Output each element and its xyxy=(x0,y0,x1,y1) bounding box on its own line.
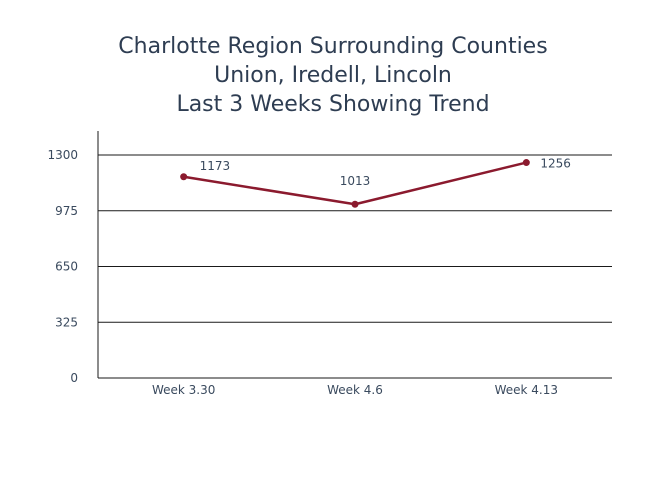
data-point xyxy=(180,173,188,181)
series-1 xyxy=(180,159,530,208)
data-labels: 1173 1013 1256 xyxy=(200,157,571,189)
data-label: 1173 xyxy=(200,159,231,173)
data-label: 1013 xyxy=(340,174,371,188)
y-tick-label: 0 xyxy=(70,371,78,385)
y-tick-label: 1300 xyxy=(47,148,78,162)
chart-title-line-1: Charlotte Region Surrounding Counties xyxy=(118,34,548,59)
data-point xyxy=(522,159,530,167)
x-tick-label: Week 4.6 xyxy=(327,383,383,397)
x-tick-label: Week 4.13 xyxy=(495,383,558,397)
gridlines xyxy=(98,154,612,323)
chart-title-line-3: Last 3 Weeks Showing Trend xyxy=(176,92,490,117)
x-tick-label: Week 3.30 xyxy=(152,383,215,397)
data-point xyxy=(351,200,359,208)
data-label: 1256 xyxy=(540,157,571,171)
y-tick-label: 975 xyxy=(55,204,78,218)
x-tick-labels: Week 3.30 Week 4.6 Week 4.13 xyxy=(152,383,558,397)
chart-title: Charlotte Region Surrounding Counties Un… xyxy=(0,32,666,119)
y-tick-label: 325 xyxy=(55,315,78,329)
y-tick-labels: 0 325 650 975 1300 xyxy=(47,148,78,385)
chart-title-line-2: Union, Iredell, Lincoln xyxy=(214,63,452,88)
y-tick-label: 650 xyxy=(55,260,78,274)
